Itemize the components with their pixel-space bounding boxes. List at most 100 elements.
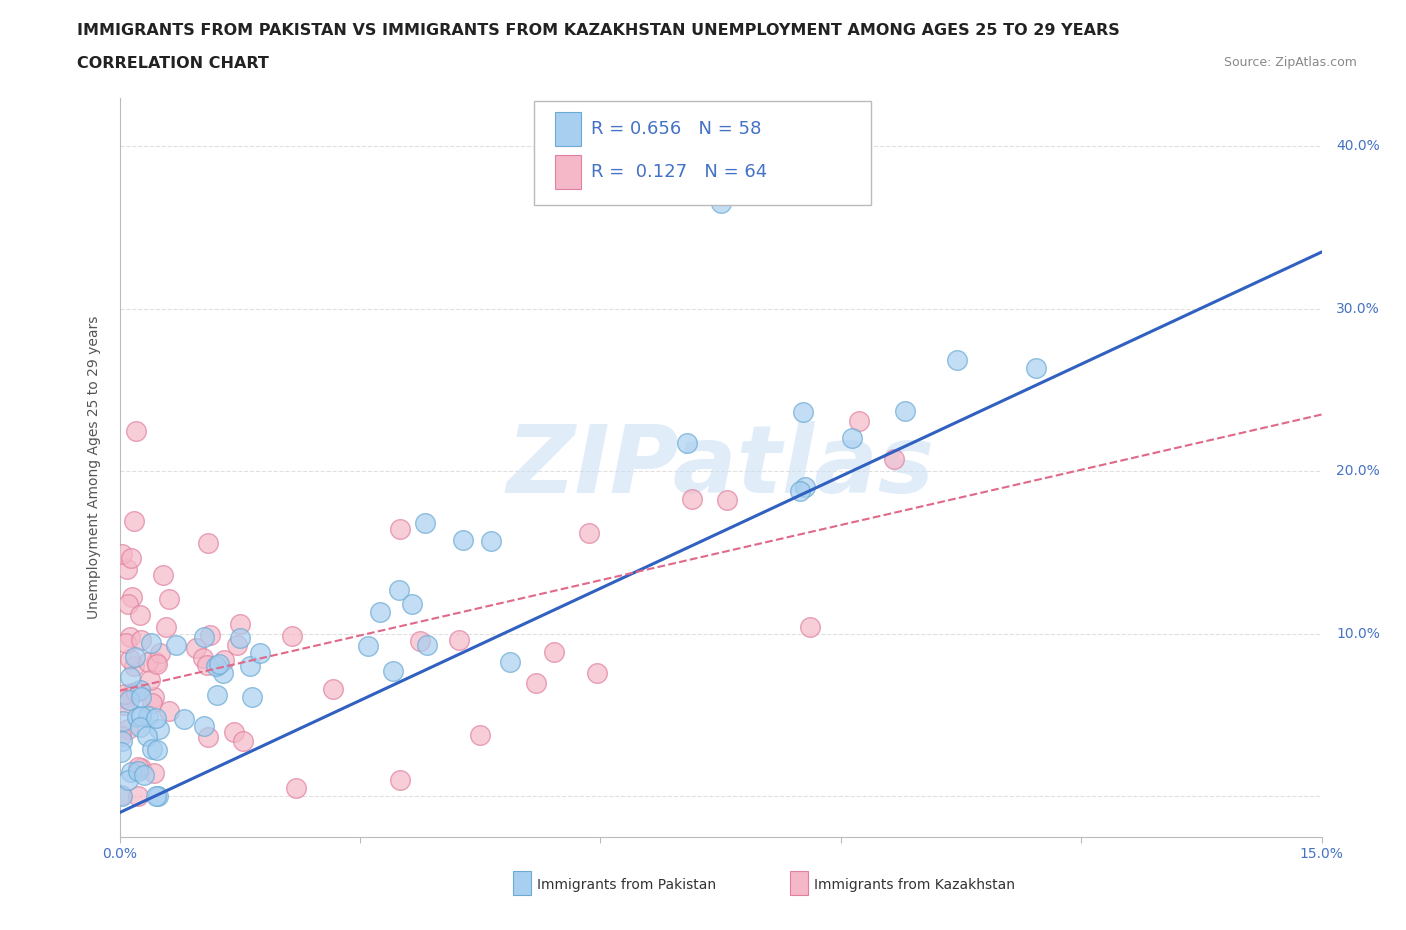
- Point: [120, 551, 142, 565]
- Point: [146, 743, 169, 758]
- Point: [204, 658, 226, 673]
- Point: [141, 741, 163, 756]
- Point: [184, 641, 207, 656]
- Text: Source: ZipAtlas.com: Source: ZipAtlas.com: [1223, 56, 1357, 69]
- Point: [135, 728, 157, 743]
- Point: [205, 687, 228, 702]
- Point: [120, 630, 142, 644]
- Point: [124, 649, 146, 664]
- Point: [370, 604, 392, 619]
- Point: [121, 590, 143, 604]
- Point: [165, 638, 187, 653]
- Point: [1025, 361, 1047, 376]
- Point: [129, 709, 152, 724]
- Point: [148, 722, 170, 737]
- Point: [232, 734, 254, 749]
- Point: [139, 635, 162, 650]
- Point: [453, 532, 475, 547]
- Point: [128, 683, 150, 698]
- Point: [152, 567, 174, 582]
- Point: [229, 631, 252, 645]
- Point: [413, 516, 436, 531]
- Point: [110, 744, 132, 759]
- Point: [121, 685, 143, 700]
- Point: [148, 645, 170, 660]
- Text: IMMIGRANTS FROM PAKISTAN VS IMMIGRANTS FROM KAZAKHSTAN UNEMPLOYMENT AMONG AGES 2: IMMIGRANTS FROM PAKISTAN VS IMMIGRANTS F…: [77, 23, 1121, 38]
- Point: [124, 514, 146, 529]
- Point: [120, 764, 142, 779]
- Point: [115, 562, 138, 577]
- Point: [124, 423, 146, 438]
- Point: [127, 764, 149, 778]
- Text: 20.0%: 20.0%: [1336, 464, 1379, 478]
- Point: [357, 639, 380, 654]
- Point: [468, 727, 491, 742]
- Point: [142, 690, 165, 705]
- Point: [138, 709, 160, 724]
- Text: 10.0%: 10.0%: [1336, 627, 1379, 641]
- Point: [447, 632, 470, 647]
- Bar: [555, 113, 581, 146]
- Point: [139, 672, 162, 687]
- Point: [124, 684, 146, 699]
- Point: [586, 665, 609, 680]
- Point: [125, 710, 148, 724]
- Point: [111, 789, 134, 804]
- Point: [118, 651, 141, 666]
- Point: [211, 666, 233, 681]
- Point: [212, 653, 235, 668]
- Point: [197, 729, 219, 744]
- Point: [841, 431, 863, 445]
- Point: [225, 638, 247, 653]
- Text: Immigrants from Pakistan: Immigrants from Pakistan: [537, 878, 716, 893]
- Point: [111, 733, 134, 748]
- Point: [112, 698, 135, 712]
- Point: [193, 651, 215, 666]
- Point: [716, 492, 738, 507]
- Point: [401, 597, 423, 612]
- Point: [240, 690, 263, 705]
- Point: [146, 789, 169, 804]
- Point: [117, 597, 139, 612]
- Text: 30.0%: 30.0%: [1336, 302, 1379, 316]
- Point: [681, 492, 703, 507]
- Point: [111, 546, 134, 561]
- Point: [129, 633, 152, 648]
- Point: [381, 664, 404, 679]
- Point: [479, 534, 502, 549]
- Point: [112, 690, 135, 705]
- FancyBboxPatch shape: [534, 101, 870, 205]
- Point: [120, 670, 142, 684]
- Point: [117, 773, 139, 788]
- Point: [792, 405, 814, 419]
- Point: [281, 629, 304, 644]
- Text: ZIPatlas: ZIPatlas: [506, 421, 935, 513]
- Point: [145, 655, 167, 670]
- Text: R = 0.656   N = 58: R = 0.656 N = 58: [591, 121, 761, 139]
- Point: [193, 630, 215, 644]
- Point: [195, 658, 218, 672]
- Point: [249, 645, 271, 660]
- Bar: [555, 155, 581, 190]
- Point: [143, 766, 166, 781]
- Point: [416, 638, 439, 653]
- Point: [146, 657, 169, 671]
- Point: [945, 352, 967, 367]
- Point: [799, 619, 821, 634]
- Point: [110, 788, 132, 803]
- Point: [155, 619, 177, 634]
- Point: [128, 720, 150, 735]
- Point: [157, 704, 180, 719]
- Point: [388, 773, 412, 788]
- Point: [127, 789, 149, 804]
- Point: [409, 633, 432, 648]
- Point: [197, 535, 219, 550]
- Point: [131, 689, 153, 704]
- Point: [157, 591, 180, 606]
- Point: [578, 525, 600, 540]
- Point: [118, 693, 141, 708]
- Point: [543, 644, 565, 659]
- Point: [193, 718, 215, 733]
- Point: [111, 714, 134, 729]
- Point: [173, 711, 195, 726]
